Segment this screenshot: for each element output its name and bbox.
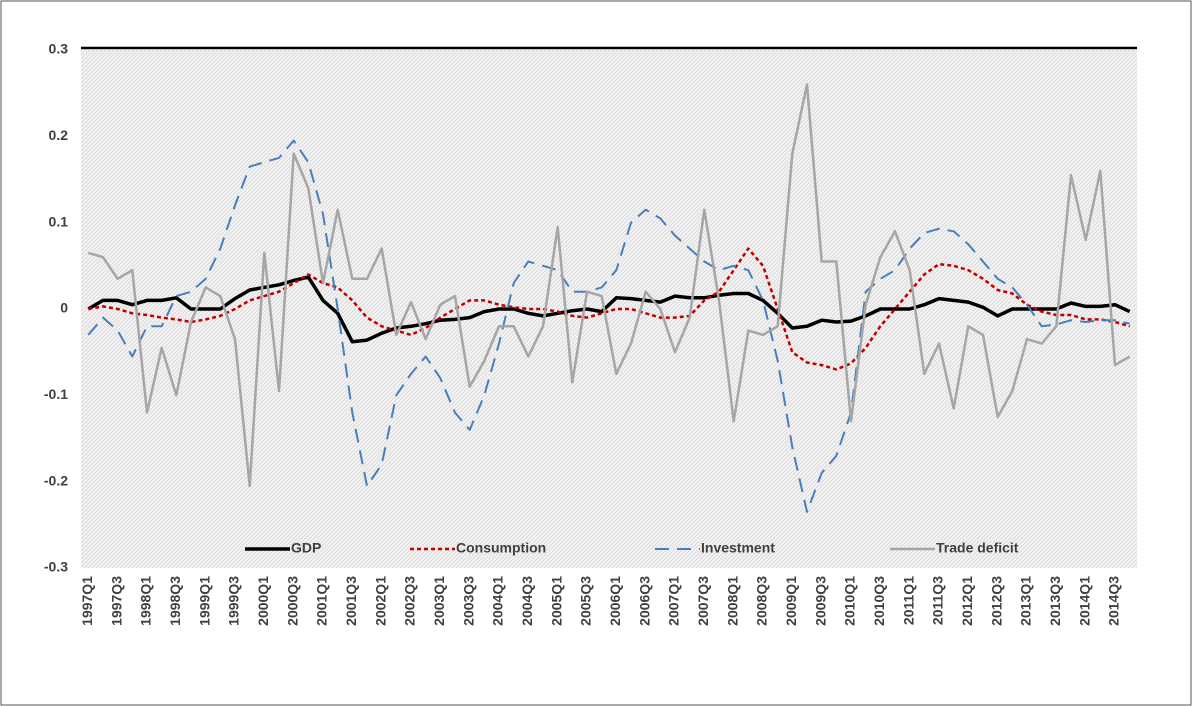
x-tick-label: 2003Q3 [460, 576, 476, 626]
x-tick-label: 2012Q1 [959, 576, 975, 626]
x-tick-label: 2000Q3 [284, 576, 300, 626]
x-tick-label: 2001Q1 [314, 576, 330, 626]
y-tick-label: -0.3 [44, 559, 68, 575]
x-tick-label: 2007Q3 [695, 576, 711, 626]
x-tick-label: 2010Q1 [842, 576, 858, 626]
x-tick-label: 1999Q3 [226, 576, 242, 626]
x-tick-label: 2001Q3 [343, 576, 359, 626]
x-tick-label: 2014Q1 [1076, 576, 1092, 626]
x-tick-label: 2002Q1 [372, 576, 388, 626]
x-tick-label: 2005Q3 [578, 576, 594, 626]
x-tick-label: 2008Q1 [724, 576, 740, 626]
x-tick-label: 1999Q1 [196, 576, 212, 626]
line-series [87, 83, 1131, 488]
line-series [88, 247, 1131, 371]
legend-label: Consumption [456, 540, 546, 556]
line-series [87, 139, 1130, 513]
y-tick-label: -0.1 [44, 386, 68, 402]
x-tick-label: 1998Q1 [138, 576, 154, 626]
x-tick-label: 2009Q1 [783, 576, 799, 626]
y-tick-label: 0 [60, 300, 68, 316]
y-tick-label: 0.2 [49, 127, 69, 143]
x-tick-label: 2003Q1 [431, 576, 447, 626]
x-tick-label: 2014Q3 [1106, 576, 1122, 626]
x-tick-label: 2004Q1 [490, 576, 506, 626]
y-tick-label: 0.3 [49, 41, 69, 57]
x-tick-label: 2011Q3 [930, 576, 946, 625]
x-tick-label: 2000Q1 [255, 576, 271, 626]
legend-label: GDP [291, 540, 321, 556]
x-tick-label: 2007Q1 [666, 576, 682, 626]
x-tick-label: 2013Q1 [1018, 576, 1034, 626]
x-tick-label: 2002Q3 [402, 576, 418, 626]
x-tick-label: 2011Q1 [900, 576, 916, 625]
y-tick-label: -0.2 [44, 472, 68, 488]
x-tick-label: 2004Q3 [519, 576, 535, 626]
x-tick-label: 2013Q3 [1047, 576, 1063, 626]
x-tick-label: 2006Q1 [607, 576, 623, 626]
x-tick-label: 2010Q3 [871, 576, 887, 626]
plot-area [81, 50, 1137, 568]
y-tick-label: 0.1 [49, 213, 69, 229]
x-tick-label: 1997Q1 [79, 576, 95, 626]
x-tick-label: 2005Q1 [548, 576, 564, 626]
x-tick-label: 2008Q3 [754, 576, 770, 626]
x-tick-label: 2009Q3 [812, 576, 828, 626]
legend-label: Trade deficit [936, 540, 1019, 556]
x-tick-label: 1998Q3 [167, 576, 183, 626]
x-tick-label: 2006Q3 [636, 576, 652, 626]
x-tick-label: 2012Q3 [988, 576, 1004, 626]
legend-label: Investment [701, 540, 775, 556]
x-tick-label: 1997Q3 [108, 576, 124, 626]
